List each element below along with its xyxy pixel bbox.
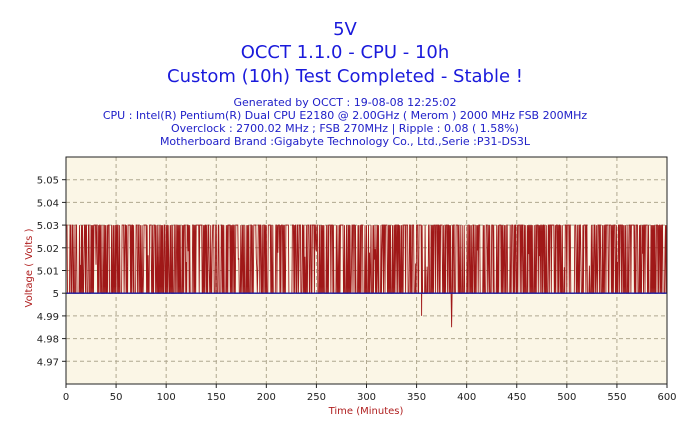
x-tick-label: 550: [607, 392, 626, 403]
x-tick-label: 600: [657, 392, 676, 403]
y-tick-label: 5.02: [37, 244, 59, 255]
x-tick-label: 0: [63, 392, 69, 403]
x-tick-label: 200: [257, 392, 276, 403]
chart-title-line-2: OCCT 1.1.0 - CPU - 10h: [240, 42, 450, 63]
x-tick-label: 250: [307, 392, 326, 403]
y-axis-label: Voltage ( Volts ): [24, 228, 35, 307]
cpu-info: CPU : Intel(R) Pentium(R) Dual CPU E2180…: [102, 109, 588, 122]
x-tick-label: 150: [207, 392, 226, 403]
y-tick-label: 5.04: [37, 198, 59, 209]
chart-title-line-3: Custom (10h) Test Completed - Stable !: [167, 66, 523, 87]
y-tick-label: 5.03: [37, 221, 59, 232]
overclock-info: Overclock : 2700.02 MHz ; FSB 270MHz | R…: [171, 122, 519, 135]
y-tick-label: 4.97: [37, 357, 59, 368]
y-tick-label: 5.05: [37, 176, 59, 187]
y-tick-label: 4.99: [37, 312, 59, 323]
y-tick-label: 5: [53, 289, 59, 300]
x-axis-label: Time (Minutes): [328, 406, 404, 417]
x-tick-label: 300: [357, 392, 376, 403]
chart-title-line-1: 5V: [333, 19, 357, 40]
y-tick-label: 5.01: [37, 267, 59, 278]
x-tick-label: 450: [507, 392, 526, 403]
x-tick-label: 500: [557, 392, 576, 403]
x-tick-label: 400: [457, 392, 476, 403]
x-tick-label: 50: [110, 392, 123, 403]
x-tick-label: 100: [157, 392, 176, 403]
motherboard-info: Motherboard Brand :Gigabyte Technology C…: [159, 135, 531, 148]
y-tick-label: 4.98: [37, 335, 59, 346]
x-tick-label: 350: [407, 392, 426, 403]
generated-info: Generated by OCCT : 19-08-08 12:25:02: [233, 96, 457, 109]
